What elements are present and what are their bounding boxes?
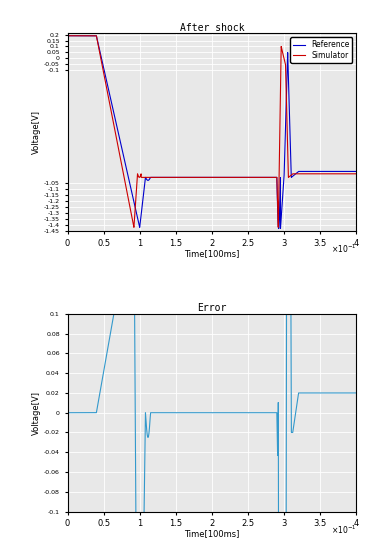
Y-axis label: Voltage[V]: Voltage[V] — [32, 110, 41, 154]
Text: $\times10^{-1}$: $\times10^{-1}$ — [331, 243, 356, 255]
X-axis label: Time[100ms]: Time[100ms] — [184, 529, 240, 539]
Reference — [354, 168, 358, 175]
Line: Simulator: Simulator — [68, 36, 356, 227]
Reference — [137, 223, 142, 230]
Line: Reference: Reference — [68, 36, 356, 229]
Reference — [240, 174, 244, 181]
Simulator — [272, 174, 276, 181]
Simulator — [240, 174, 244, 181]
Reference — [335, 168, 340, 175]
Reference — [276, 225, 281, 232]
Reference — [272, 174, 276, 181]
Simulator — [137, 174, 142, 181]
Simulator — [251, 174, 255, 181]
Title: After shock: After shock — [180, 23, 244, 33]
Simulator — [354, 171, 358, 177]
Legend: Reference, Simulator: Reference, Simulator — [290, 37, 352, 63]
Reference — [65, 32, 70, 39]
Simulator — [202, 174, 206, 181]
Simulator — [65, 32, 70, 39]
Text: $\times10^{-1}$: $\times10^{-1}$ — [331, 523, 356, 536]
Simulator — [335, 171, 340, 177]
Reference — [251, 174, 255, 181]
Y-axis label: Voltage[V]: Voltage[V] — [32, 391, 41, 435]
X-axis label: Time[100ms]: Time[100ms] — [184, 249, 240, 258]
Title: Error: Error — [197, 303, 226, 313]
Reference — [202, 174, 206, 181]
Simulator — [132, 224, 136, 231]
